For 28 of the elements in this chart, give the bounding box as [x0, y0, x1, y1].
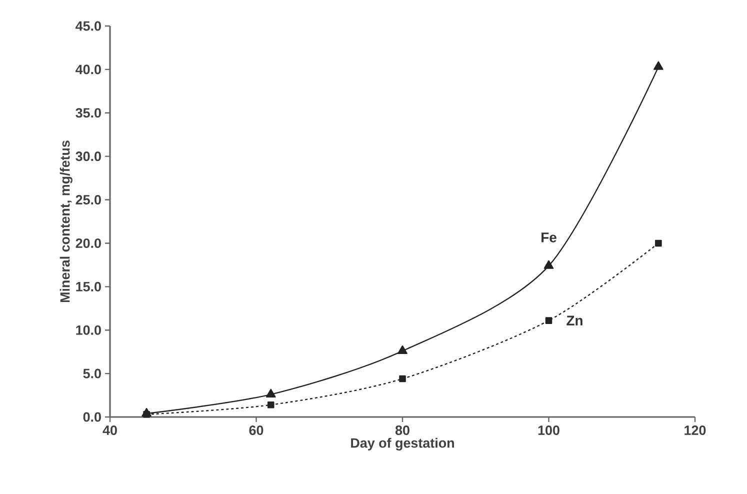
x-tick-label: 80: [395, 426, 410, 436]
y-tick-label: 40.0: [76, 64, 101, 74]
point: [143, 411, 150, 418]
point: [545, 317, 552, 324]
series-label: Fe: [542, 232, 556, 242]
point: [398, 345, 408, 354]
y-tick-label: 35.0: [76, 108, 101, 118]
point: [654, 61, 664, 70]
point: [266, 388, 276, 398]
y-tick-label: 45.0: [76, 21, 101, 31]
series-label: Zn: [566, 316, 582, 326]
x-tick-label: 100: [538, 426, 560, 436]
y-tick-label: 20.0: [76, 238, 101, 248]
point: [544, 260, 554, 269]
y-tick-label: 25.0: [76, 195, 101, 205]
x-tick-label: 120: [684, 426, 706, 436]
point: [655, 240, 662, 247]
point: [267, 401, 274, 408]
point: [399, 375, 406, 382]
y-tick-label: 5.0: [83, 368, 101, 378]
x-tick-label: 60: [249, 426, 264, 436]
y-axis-title: Mineral content, mg/fetus: [60, 140, 72, 302]
y-tick-label: 0.0: [83, 412, 101, 422]
y-tick-label: 15.0: [76, 282, 101, 292]
y-tick-label: 10.0: [76, 325, 101, 335]
x-tick-label: 40: [102, 426, 117, 436]
y-tick-label: 30.0: [76, 152, 101, 162]
x-axis-title: Day of gestation: [351, 438, 454, 450]
